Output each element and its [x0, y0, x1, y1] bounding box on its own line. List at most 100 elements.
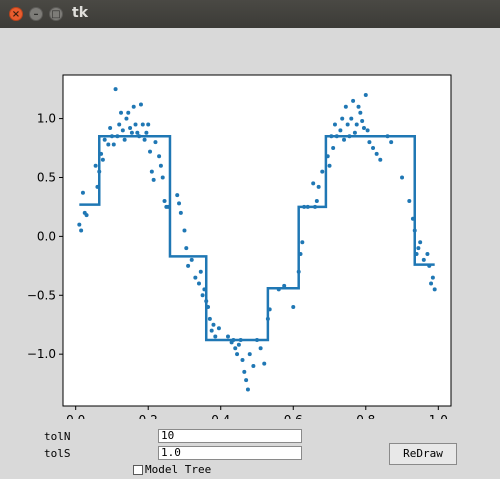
data-point [79, 228, 84, 233]
data-point [300, 240, 305, 245]
data-point [314, 199, 319, 204]
plot-area [62, 74, 452, 407]
data-point [175, 193, 180, 198]
data-point [117, 122, 122, 127]
y-tick-label: 0.0 [37, 229, 56, 243]
data-point [225, 334, 230, 339]
data-point [93, 163, 98, 168]
data-point [361, 126, 366, 131]
data-point [193, 275, 198, 280]
data-point [207, 316, 212, 321]
data-point [100, 157, 105, 162]
y-tick-label: 1.0 [37, 112, 56, 126]
data-point [162, 199, 167, 204]
data-point [124, 116, 129, 121]
data-point [240, 358, 245, 363]
model-line [79, 135, 435, 342]
data-point [149, 169, 154, 174]
data-point [429, 281, 434, 286]
data-point [421, 257, 426, 262]
data-point [77, 222, 82, 227]
data-point [120, 128, 125, 133]
data-point [262, 361, 267, 366]
data-point [352, 130, 357, 135]
data-point [358, 110, 363, 115]
data-point [135, 130, 140, 135]
data-point [160, 175, 165, 180]
data-point [365, 128, 370, 133]
data-point [200, 293, 205, 298]
data-point [106, 142, 111, 147]
data-point [345, 122, 350, 127]
data-point [129, 130, 134, 135]
data-point [311, 181, 316, 186]
data-point [108, 126, 113, 131]
data-point [80, 190, 85, 195]
maximize-icon[interactable]: □ [49, 7, 63, 21]
data-point [340, 116, 345, 121]
data-point [153, 140, 158, 145]
data-point [351, 98, 356, 103]
x-tick-label: 1.0 [429, 413, 448, 419]
data-point [216, 326, 221, 331]
data-point [128, 126, 133, 131]
data-point [416, 246, 421, 251]
data-point [244, 378, 249, 383]
tols-input[interactable]: 1.0 [158, 446, 302, 460]
close-icon[interactable]: × [9, 7, 23, 21]
data-point [138, 102, 143, 107]
axis-ticks: 0.0 0.2 0.4 0.6 0.8 1.0 −1.0 −0.5 0.0 0.5 1.0 [27, 112, 448, 419]
data-point [233, 346, 238, 351]
data-point [367, 140, 372, 145]
data-point [196, 281, 201, 286]
data-point [371, 146, 376, 151]
data-point [213, 334, 218, 339]
x-tick-label: 0.8 [356, 413, 375, 419]
data-point [331, 146, 336, 151]
data-point [354, 122, 359, 127]
data-point [182, 228, 187, 233]
plot-canvas[interactable]: 0.0 0.2 0.4 0.6 0.8 1.0 −1.0 −0.5 0.0 0.5 1.0 [0, 28, 500, 419]
data-point [356, 104, 361, 109]
model-tree-label[interactable]: Model Tree [145, 463, 212, 476]
data-point [84, 213, 89, 218]
data-point [189, 257, 194, 262]
data-point [425, 252, 430, 257]
data-point [374, 151, 379, 156]
y-tick-label: −0.5 [27, 288, 56, 302]
y-tick-label: 0.5 [37, 170, 56, 184]
x-tick-label: 0.2 [139, 413, 158, 419]
data-point [432, 287, 437, 292]
data-point [236, 342, 241, 347]
data-point [126, 110, 131, 115]
data-point [332, 122, 337, 127]
toln-input[interactable]: 10 [158, 429, 302, 443]
data-point [144, 130, 149, 135]
model-tree-checkbox[interactable] [133, 465, 143, 475]
data-point [258, 346, 263, 351]
x-tick-label: 0.4 [211, 413, 230, 419]
data-point [133, 122, 138, 127]
data-point [151, 177, 156, 182]
y-tick-label: −1.0 [27, 347, 56, 361]
data-point [291, 305, 296, 310]
data-point [242, 369, 247, 374]
data-point [320, 169, 325, 174]
redraw-button[interactable]: ReDraw [389, 443, 457, 465]
data-point [378, 157, 383, 162]
data-point [316, 184, 321, 189]
data-point [360, 118, 365, 123]
data-point [184, 246, 189, 251]
data-point [142, 137, 147, 142]
x-tick-label: 0.6 [284, 413, 303, 419]
minimize-icon[interactable]: – [29, 7, 43, 21]
data-point [389, 140, 394, 145]
data-point [211, 322, 216, 327]
data-point [349, 116, 354, 121]
data-point [178, 210, 183, 215]
x-tick-label: 0.0 [66, 413, 85, 419]
data-point [209, 328, 214, 333]
data-point [418, 240, 423, 245]
data-point [131, 104, 136, 109]
data-point [235, 352, 240, 357]
